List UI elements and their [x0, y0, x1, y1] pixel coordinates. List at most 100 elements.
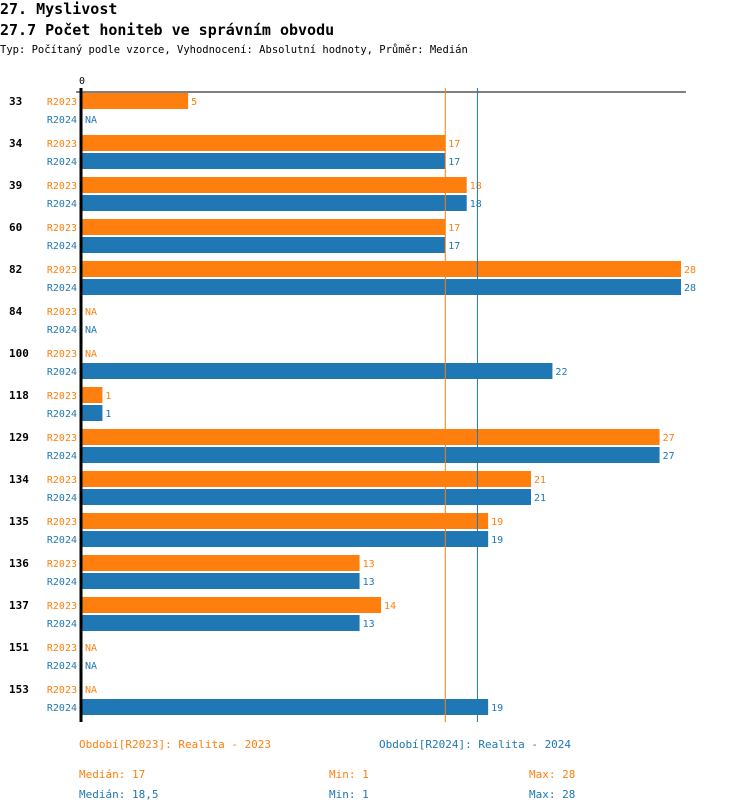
bar-R2024-100 — [81, 363, 553, 379]
bar-R2023-135 — [81, 513, 489, 529]
category-label: 136 — [9, 557, 29, 570]
bar-R2023-118 — [81, 387, 103, 403]
category-label: 33 — [9, 95, 22, 108]
category-label: 84 — [9, 305, 23, 318]
series-label: R2024 — [47, 199, 77, 210]
series-label: R2023 — [47, 97, 77, 108]
data-label: 28 — [684, 265, 696, 276]
series-label: R2024 — [47, 157, 77, 168]
data-label: 13 — [363, 577, 375, 588]
bar-R2023-60 — [81, 219, 446, 235]
data-label: 17 — [448, 241, 460, 252]
bar-R2024-129 — [81, 447, 660, 463]
category-label: 153 — [9, 683, 29, 696]
data-label: 19 — [491, 535, 503, 546]
data-label: 13 — [363, 619, 375, 630]
legend-r2024: Období[R2024]: Realita - 2024 — [379, 738, 572, 751]
na-label: NA — [85, 115, 97, 126]
category-label: 60 — [9, 221, 22, 234]
series-label: R2024 — [47, 451, 77, 462]
bar-R2024-82 — [81, 279, 681, 295]
bar-R2023-129 — [81, 429, 660, 445]
series-label: R2023 — [47, 433, 77, 444]
bar-R2024-118 — [81, 405, 103, 421]
bar-R2023-82 — [81, 261, 681, 277]
legend-r2023: Období[R2023]: Realita - 2023 — [79, 738, 272, 751]
series-label: R2024 — [47, 283, 77, 294]
min-r2023: Min: 1 — [329, 768, 369, 781]
series-label: R2023 — [47, 601, 77, 612]
bar-chart: 0 33 R2023 5 R2024 NA 34 R2023 17 R2024 17 39 R2023 1… — [9, 76, 696, 722]
series-label: R2024 — [47, 367, 77, 378]
na-label: NA — [85, 661, 97, 672]
series-label: R2023 — [47, 559, 77, 570]
data-label: 14 — [384, 601, 396, 612]
na-label: NA — [85, 685, 97, 696]
series-label: R2024 — [47, 703, 77, 714]
series-label: R2024 — [47, 241, 77, 252]
bar-R2023-136 — [81, 555, 360, 571]
bar-R2023-134 — [81, 471, 531, 487]
series-label: R2023 — [47, 181, 77, 192]
series-label: R2024 — [47, 409, 77, 420]
bar-R2024-60 — [81, 237, 446, 253]
chart-info: Typ: Počítaný podle vzorce, Vyhodnocení:… — [0, 44, 468, 56]
bar-R2024-135 — [81, 531, 489, 547]
bar-R2024-34 — [81, 153, 446, 169]
bar-R2023-137 — [81, 597, 381, 613]
series-label: R2023 — [47, 307, 77, 318]
max-r2024: Max: 28 — [529, 788, 576, 801]
category-label: 100 — [9, 347, 29, 360]
data-label: 19 — [491, 517, 503, 528]
series-label: R2024 — [47, 619, 77, 630]
category-label: 151 — [9, 641, 29, 654]
data-label: 5 — [191, 97, 197, 108]
data-label: 17 — [448, 139, 460, 150]
series-label: R2023 — [47, 475, 77, 486]
data-label: 27 — [663, 451, 675, 462]
series-label: R2023 — [47, 517, 77, 528]
series-label: R2023 — [47, 139, 77, 150]
data-label: 28 — [684, 283, 696, 294]
series-label: R2024 — [47, 325, 77, 336]
category-label: 118 — [9, 389, 29, 402]
data-label: 27 — [663, 433, 675, 444]
data-label: 18 — [470, 181, 482, 192]
category-label: 137 — [9, 599, 29, 612]
median-r2023: Medián: 17 — [79, 768, 146, 781]
series-label: R2024 — [47, 535, 77, 546]
data-label: 18 — [470, 199, 482, 210]
section-title: 27. Myslivost — [0, 0, 118, 18]
series-label: R2023 — [47, 265, 77, 276]
bar-R2024-136 — [81, 573, 360, 589]
category-label: 82 — [9, 263, 22, 276]
data-label: 1 — [105, 409, 111, 420]
series-label: R2023 — [47, 349, 77, 360]
series-label: R2023 — [47, 391, 77, 402]
data-label: 17 — [448, 223, 460, 234]
na-label: NA — [85, 307, 97, 318]
bar-R2023-33 — [81, 93, 189, 109]
series-label: R2024 — [47, 115, 77, 126]
bar-R2024-137 — [81, 615, 360, 631]
bar-R2023-39 — [81, 177, 467, 193]
data-label: 19 — [491, 703, 503, 714]
max-r2023: Max: 28 — [529, 768, 576, 781]
bar-R2024-153 — [81, 699, 489, 715]
bar-R2024-39 — [81, 195, 467, 211]
na-label: NA — [85, 349, 97, 360]
median-r2024: Medián: 18,5 — [79, 788, 159, 801]
category-label: 34 — [9, 137, 23, 150]
data-label: 21 — [534, 475, 546, 486]
data-label: 17 — [448, 157, 460, 168]
data-label: 13 — [363, 559, 375, 570]
min-r2024: Min: 1 — [329, 788, 369, 801]
category-label: 135 — [9, 515, 29, 528]
data-label: 22 — [555, 367, 567, 378]
chart-title: 27.7 Počet honiteb ve správním obvodu — [0, 21, 335, 39]
category-label: 129 — [9, 431, 29, 444]
series-label: R2024 — [47, 493, 77, 504]
x-tick-label: 0 — [79, 76, 85, 87]
series-label: R2024 — [47, 577, 77, 588]
series-label: R2023 — [47, 685, 77, 696]
